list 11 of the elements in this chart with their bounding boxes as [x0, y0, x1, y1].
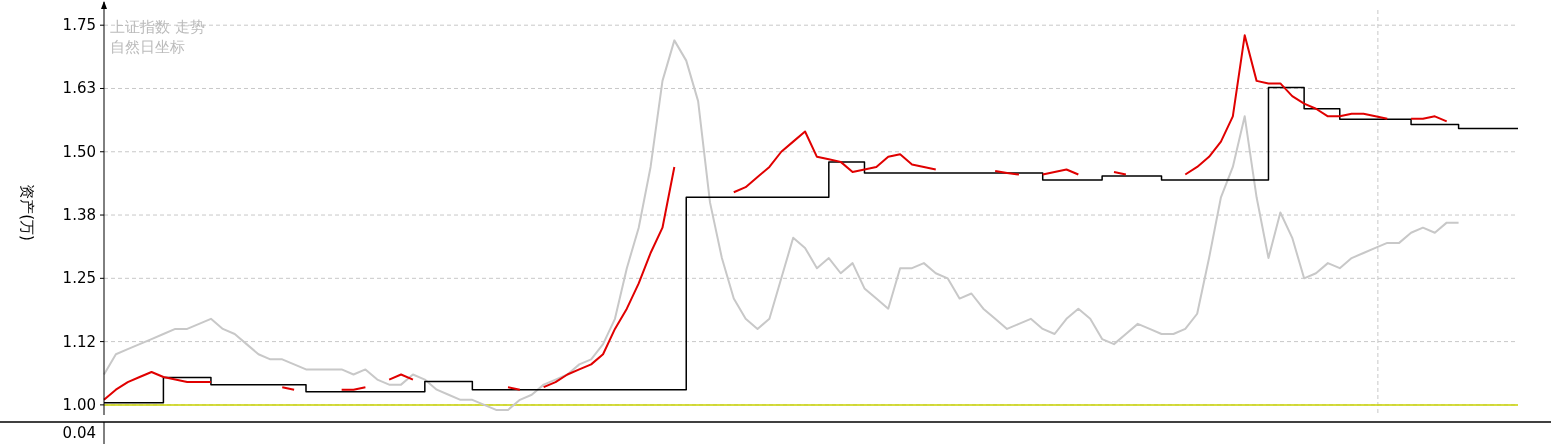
y-tick-label: 1.38: [62, 206, 96, 225]
y-tick-label: 1.00: [62, 395, 96, 414]
annotation: 自然日坐标: [110, 38, 185, 56]
y-axis-title: 资产(万): [18, 184, 36, 241]
y-tick-label: 1.63: [62, 79, 96, 98]
annotation: 上证指数 走势: [110, 18, 205, 36]
text: 0.04: [62, 424, 96, 442]
y-tick-label: 1.75: [62, 16, 96, 35]
y-tick-label: 1.12: [62, 332, 96, 351]
y-tick-label: 1.50: [62, 142, 96, 161]
y-tick-label: 1.25: [62, 269, 96, 288]
